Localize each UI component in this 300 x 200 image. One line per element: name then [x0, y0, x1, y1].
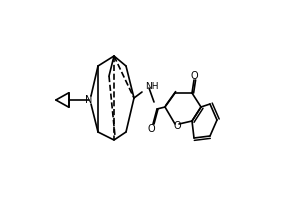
Text: N: N	[85, 95, 93, 105]
Text: NH: NH	[145, 82, 158, 91]
Text: O: O	[173, 121, 181, 131]
Text: O: O	[147, 124, 155, 134]
Text: O: O	[191, 71, 199, 81]
